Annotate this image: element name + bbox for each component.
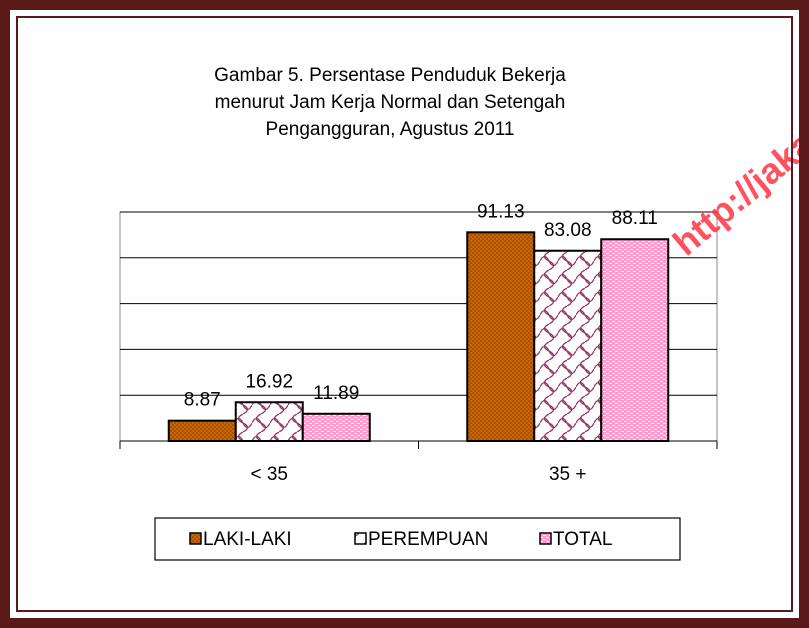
x-tick-label: 35 + [549,464,587,485]
bar [466,231,536,442]
data-label: 91.13 [477,201,525,222]
chart-title: Gambar 5. Persentase Penduduk Bekerja men… [214,65,566,140]
bar [533,249,603,442]
data-label: 16.92 [245,371,293,392]
data-label: 83.08 [544,220,592,241]
legend-label: TOTAL [553,529,612,550]
title-line: Gambar 5. Persentase Penduduk Bekerja [214,65,566,86]
title-line: Pengangguran, Agustus 2011 [266,119,515,140]
data-label: 8.87 [184,390,221,411]
bar [167,419,237,443]
data-label: 11.89 [313,383,359,404]
bar [600,238,670,442]
legend [154,517,681,561]
frame-inner [16,16,793,612]
legend-swatch [354,532,367,545]
x-tick-label: < 35 [250,464,288,485]
legend-label: LAKI-LAKI [203,529,292,550]
data-label: 88.11 [612,208,658,229]
legend-label: PEREMPUAN [368,529,488,550]
bar [234,401,304,443]
legend-swatch [539,532,552,545]
legend-swatch [189,532,202,545]
title-line: menurut Jam Kerja Normal dan Setengah [215,92,566,113]
bar [301,412,371,443]
